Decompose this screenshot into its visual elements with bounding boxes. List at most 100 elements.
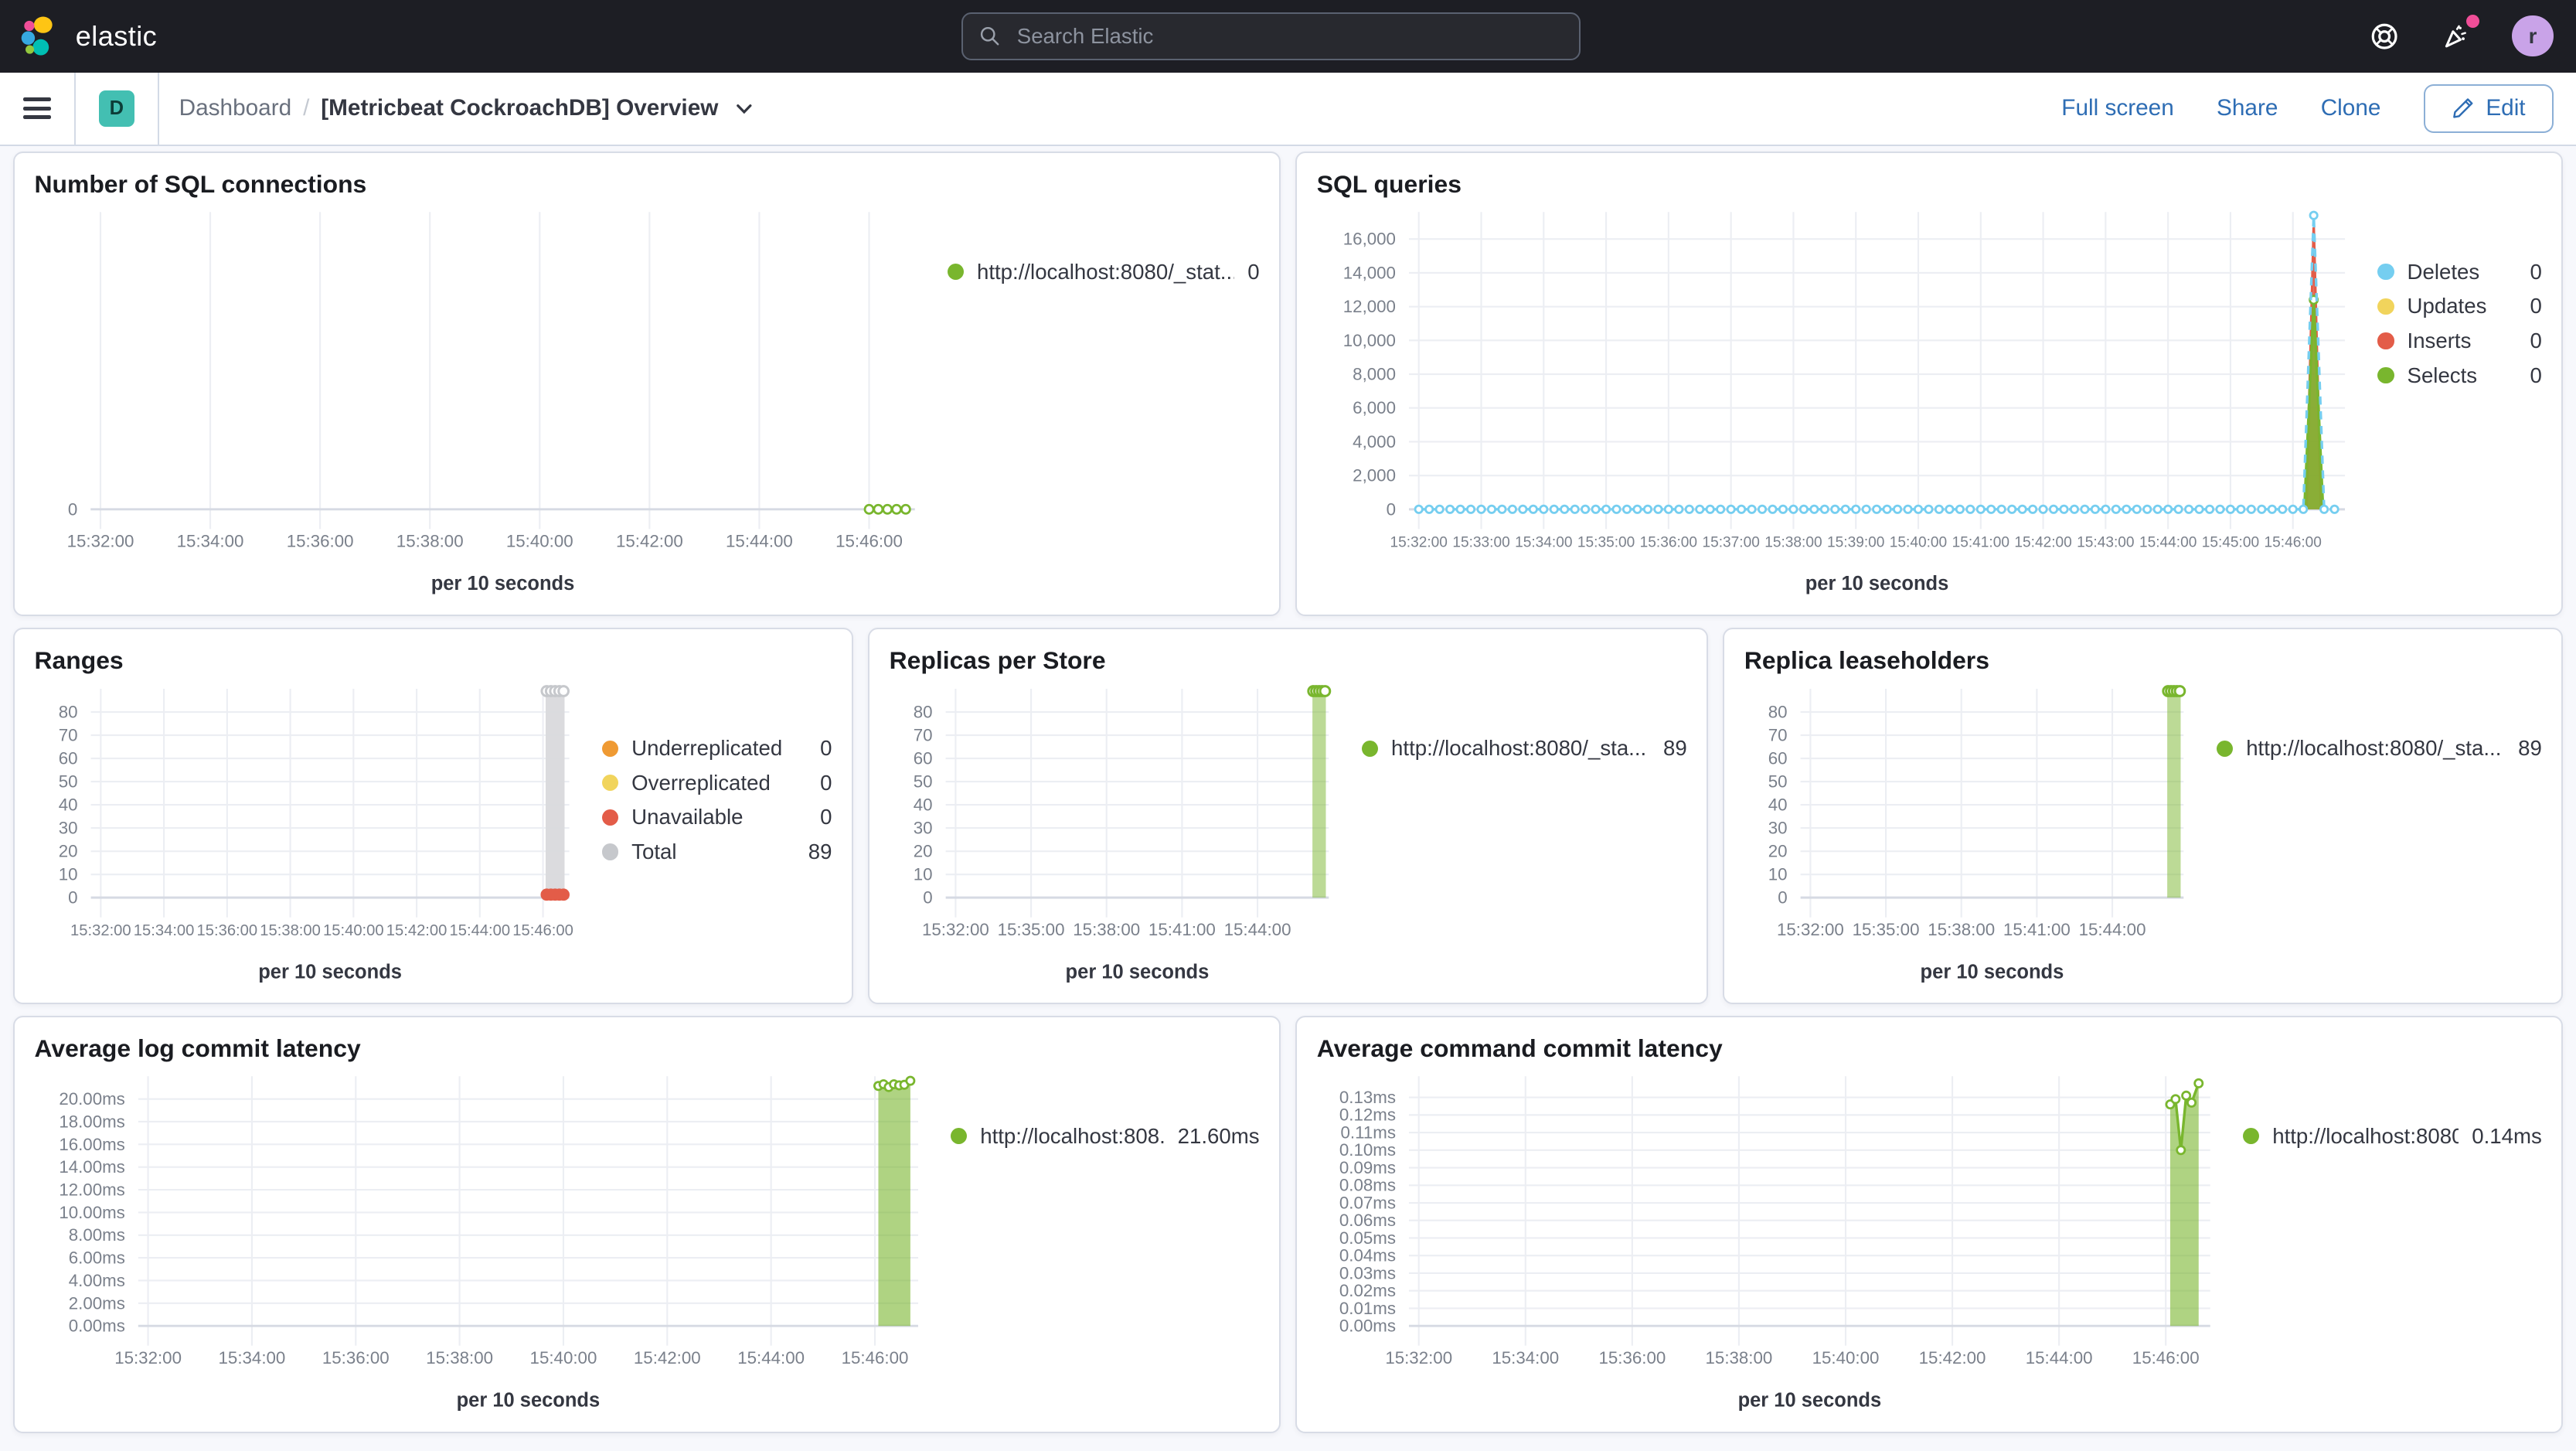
svg-text:15:36:00: 15:36:00 — [1639, 535, 1696, 551]
help-button[interactable] — [2367, 20, 2401, 53]
svg-text:2,000: 2,000 — [1353, 466, 1396, 485]
svg-text:20: 20 — [1768, 841, 1788, 860]
svg-text:15:38:00: 15:38:00 — [1764, 535, 1822, 551]
legend-item[interactable]: Unavailable 0 — [601, 800, 832, 835]
svg-text:30: 30 — [58, 818, 77, 837]
svg-text:15:46:00: 15:46:00 — [2264, 535, 2321, 551]
life-ring-icon — [2371, 23, 2397, 49]
svg-text:per 10 seconds: per 10 seconds — [1805, 573, 1948, 594]
legend-item[interactable]: http://localhost:808... 21.60ms — [950, 1119, 1260, 1154]
search-input[interactable] — [1013, 22, 1563, 50]
legend-series-label: http://localhost:8080... — [2272, 1123, 2459, 1148]
panel-title[interactable]: Replicas per Store — [889, 646, 1106, 675]
elastic-brand[interactable]: elastic — [0, 15, 381, 57]
panel-title[interactable]: SQL queries — [1316, 169, 1462, 198]
svg-text:8.00ms: 8.00ms — [68, 1225, 124, 1245]
edit-button[interactable]: Edit — [2423, 83, 2554, 134]
search-icon — [980, 26, 999, 46]
svg-text:20: 20 — [913, 841, 932, 860]
svg-text:15:33:00: 15:33:00 — [1452, 535, 1509, 551]
panel-replica-leaseholders: Replica leaseholders 0 10 20 30 40 50 60 70 80 15… — [1723, 628, 2564, 1004]
legend: http://localhost:8080/_sta... 89 — [1361, 731, 1687, 989]
legend-series-label: Updates — [2407, 294, 2487, 318]
legend-item[interactable]: Inserts 0 — [2377, 324, 2542, 359]
legend-item[interactable]: http://localhost:8080/_stat... 0 — [947, 254, 1260, 289]
panel-title[interactable]: Replica leaseholders — [1744, 646, 1989, 675]
chevron-down-icon — [736, 104, 751, 114]
svg-text:80: 80 — [913, 702, 932, 721]
legend-item[interactable]: Overreplicated 0 — [601, 765, 832, 800]
legend: Underreplicated 0 Overreplicated 0 Unavailab… — [601, 731, 832, 989]
svg-text:0.06ms: 0.06ms — [1339, 1211, 1396, 1230]
user-avatar[interactable]: r — [2512, 15, 2554, 57]
panel-ranges: Ranges 0 10 20 30 40 50 60 70 80 15:32:00 15:34:00… — [13, 628, 854, 1004]
svg-text:50: 50 — [1768, 771, 1788, 791]
legend-series-value: 0 — [2530, 294, 2542, 318]
panel-title[interactable]: Average command commit latency — [1316, 1034, 1723, 1062]
clone-button[interactable]: Clone — [2320, 95, 2381, 121]
legend-series-dot — [2377, 298, 2394, 315]
legend-series-value: 0 — [2530, 328, 2542, 353]
svg-text:15:38:00: 15:38:00 — [426, 1348, 493, 1368]
legend-item[interactable]: http://localhost:8080/_sta... 89 — [1361, 731, 1687, 766]
breadcrumb: Dashboard / [Metricbeat CockroachDB] Ove… — [179, 95, 755, 121]
svg-text:15:40:00: 15:40:00 — [529, 1348, 597, 1368]
sql-connections-chart[interactable]: 0 15:32:00 15:34:00 15:36:00 15:38:00 15:40:0… — [35, 199, 938, 601]
svg-text:15:41:00: 15:41:00 — [1148, 920, 1216, 939]
legend-item[interactable]: Deletes 0 — [2377, 254, 2542, 289]
svg-text:15:44:00: 15:44:00 — [2078, 920, 2146, 939]
svg-text:12,000: 12,000 — [1343, 297, 1396, 316]
sql-queries-chart[interactable]: 0 2,000 4,000 6,000 8,000 10,000 12,000 14,000 1… — [1317, 199, 2368, 601]
svg-text:15:44:00: 15:44:00 — [2139, 535, 2197, 551]
legend: http://localhost:8080... 0.14ms — [2242, 1119, 2542, 1419]
svg-text:0.11ms: 0.11ms — [1340, 1123, 1395, 1143]
svg-text:14,000: 14,000 — [1343, 263, 1396, 282]
global-search[interactable] — [961, 12, 1581, 60]
legend-item[interactable]: Selects 0 — [2377, 358, 2542, 393]
svg-text:15:42:00: 15:42:00 — [633, 1348, 700, 1368]
legend-item[interactable]: Underreplicated 0 — [601, 731, 832, 766]
replica-leaseholders-chart[interactable]: 0 10 20 30 40 50 60 70 80 15:32:00 15:35:00 15:38:0… — [1744, 676, 2207, 989]
svg-text:0.04ms: 0.04ms — [1339, 1246, 1396, 1265]
panel-title[interactable]: Ranges — [34, 646, 124, 675]
log-commit-latency-chart[interactable]: 0.00ms 2.00ms 4.00ms 6.00ms 8.00ms 10.00ms 12.… — [35, 1063, 941, 1418]
legend-item[interactable]: Total 89 — [601, 835, 832, 870]
breadcrumb-dashboard[interactable]: Dashboard — [179, 95, 292, 121]
legend-series-dot — [2377, 366, 2394, 384]
svg-text:80: 80 — [1768, 702, 1788, 721]
svg-text:14.00ms: 14.00ms — [59, 1157, 125, 1177]
legend-item[interactable]: Updates 0 — [2377, 289, 2542, 324]
svg-text:15:46:00: 15:46:00 — [2132, 1348, 2200, 1368]
replicas-per-store-chart[interactable]: 0 10 20 30 40 50 60 70 80 15:32:00 15:35:00 15:38:0… — [890, 676, 1352, 989]
svg-text:15:36:00: 15:36:00 — [286, 532, 353, 551]
svg-text:15:32:00: 15:32:00 — [922, 920, 989, 939]
panel-title[interactable]: Average log commit latency — [34, 1034, 361, 1062]
command-commit-latency-chart[interactable]: 0.00ms0.01ms0.02ms0.03ms0.04ms0.05ms0.06… — [1317, 1063, 2233, 1418]
svg-text:0: 0 — [68, 887, 77, 907]
panel-title[interactable]: Number of SQL connections — [34, 169, 367, 198]
full-screen-button[interactable]: Full screen — [2061, 95, 2174, 121]
svg-text:40: 40 — [58, 795, 77, 814]
news-button[interactable] — [2440, 15, 2479, 53]
share-button[interactable]: Share — [2217, 95, 2278, 121]
svg-text:0: 0 — [1386, 499, 1395, 519]
svg-text:70: 70 — [913, 725, 932, 744]
ranges-chart[interactable]: 0 10 20 30 40 50 60 70 80 15:32:00 15:34:00 15:36:0… — [35, 676, 593, 989]
legend-item[interactable]: http://localhost:8080... 0.14ms — [2242, 1119, 2542, 1154]
title-menu-button[interactable] — [733, 98, 755, 120]
legend-series-dot — [2377, 264, 2394, 281]
page-title: [Metricbeat CockroachDB] Overview — [321, 95, 719, 121]
legend-series-dot — [601, 843, 619, 860]
svg-text:15:38:00: 15:38:00 — [260, 922, 321, 939]
legend-item[interactable]: http://localhost:8080/_sta... 89 — [2216, 731, 2542, 766]
svg-text:15:32:00: 15:32:00 — [1385, 1348, 1452, 1368]
brand-wordmark: elastic — [75, 19, 158, 52]
svg-text:0.12ms: 0.12ms — [1339, 1105, 1396, 1125]
svg-text:15:38:00: 15:38:00 — [1705, 1348, 1772, 1368]
svg-text:15:34:00: 15:34:00 — [133, 922, 194, 939]
dashboard-badge[interactable]: D — [98, 90, 135, 127]
svg-text:15:32:00: 15:32:00 — [1777, 920, 1844, 939]
menu-icon[interactable] — [22, 97, 51, 120]
legend-series-label: http://localhost:808... — [980, 1123, 1165, 1148]
